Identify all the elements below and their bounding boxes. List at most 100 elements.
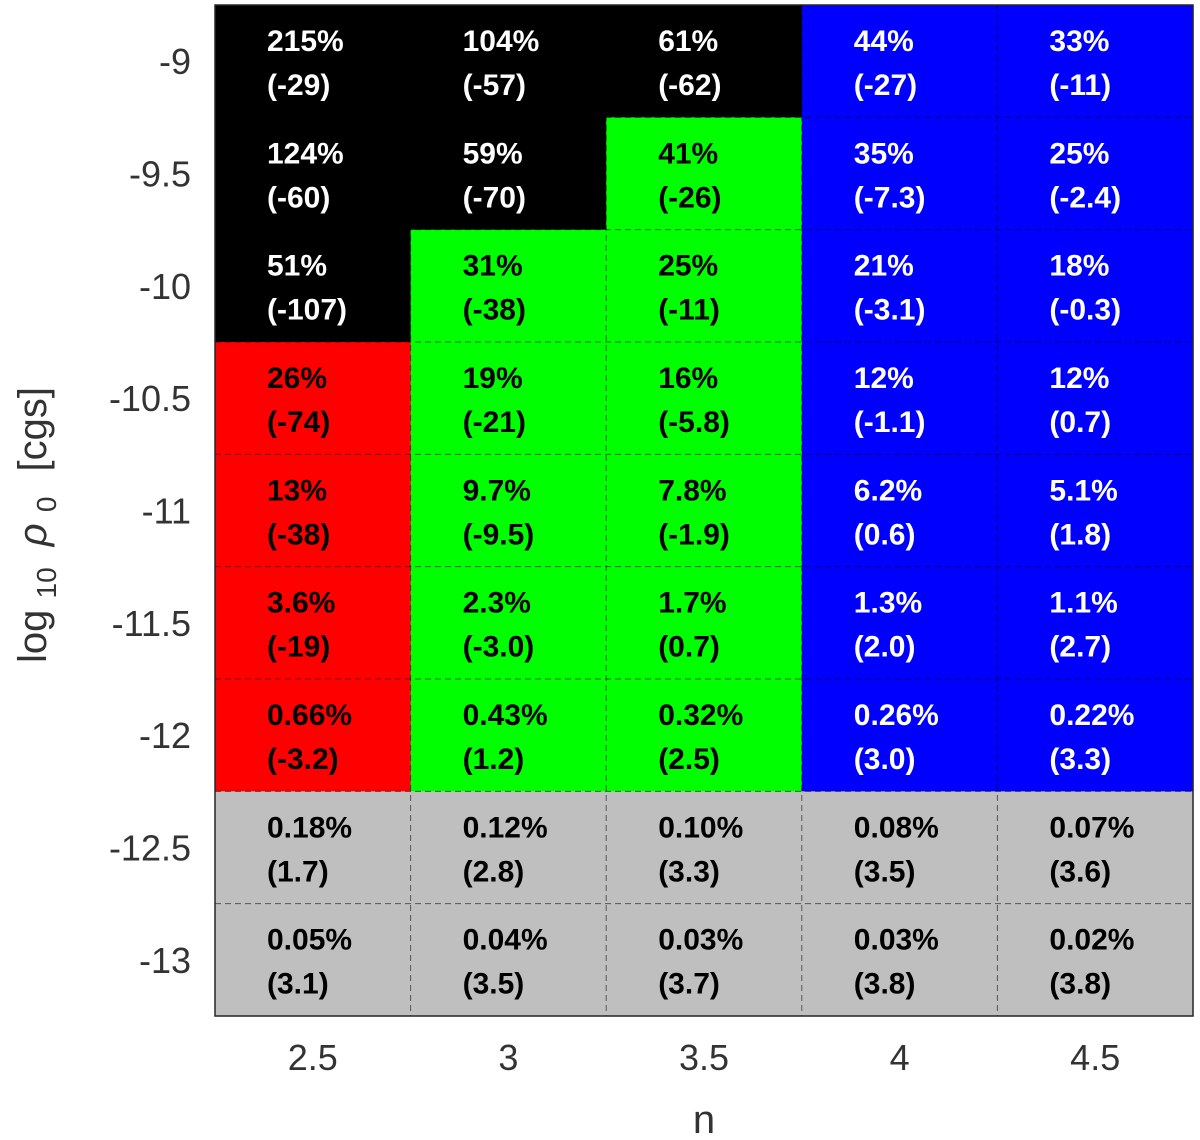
y-axis-label-unit: [cgs] bbox=[11, 387, 55, 471]
heatmap-cell bbox=[215, 903, 412, 1017]
cell-value-label: (3.1) bbox=[267, 968, 329, 1001]
plot-frame bbox=[214, 4, 1194, 1017]
cell-value-label: (1.8) bbox=[1049, 518, 1111, 551]
heatmap-cell bbox=[997, 342, 1194, 455]
cell-value-label: (2.0) bbox=[854, 631, 916, 664]
cell-value-label: (-1.1) bbox=[854, 406, 926, 439]
heatmap-cell bbox=[606, 566, 803, 680]
heatmap-cell bbox=[410, 566, 607, 680]
heatmap-cell bbox=[410, 342, 607, 455]
heatmap-cell bbox=[215, 229, 412, 343]
cell-percent-label: 0.18% bbox=[267, 811, 352, 844]
heatmap-cell bbox=[801, 342, 998, 455]
heatmap-cell bbox=[997, 566, 1194, 680]
heatmap-cell bbox=[997, 5, 1194, 118]
cell-value-label: (-29) bbox=[267, 69, 330, 102]
cell-percent-label: 0.12% bbox=[463, 811, 548, 844]
heatmap-cell bbox=[606, 342, 803, 455]
y-axis-label-sub: 10 bbox=[31, 567, 62, 598]
cell-percent-label: 25% bbox=[1049, 137, 1109, 170]
cell-value-label: (-3.2) bbox=[267, 743, 339, 776]
cell-value-label: (3.8) bbox=[1049, 968, 1111, 1001]
cell-percent-label: 59% bbox=[463, 137, 523, 170]
heatmap-cell bbox=[997, 679, 1194, 792]
y-tick-labels: -9 -9.5 -10 -10.5 -11 -11.5 -12 -12.5 -13 bbox=[109, 41, 191, 981]
y-axis-label-rho-sub: 0 bbox=[31, 497, 62, 513]
heatmap-cell bbox=[410, 791, 607, 905]
heatmap-cell bbox=[801, 5, 998, 118]
cell-value-label: (0.7) bbox=[1049, 406, 1111, 439]
cell-value-label: (1.2) bbox=[463, 743, 525, 776]
heatmap-cell bbox=[606, 454, 803, 568]
heatmap-cell bbox=[997, 791, 1194, 905]
y-tick-label: -10.5 bbox=[109, 378, 191, 419]
cell-percent-label: 31% bbox=[463, 250, 523, 283]
cell-value-label: (-19) bbox=[267, 631, 330, 664]
heatmap-cell bbox=[410, 903, 607, 1017]
heatmap-cell bbox=[801, 117, 998, 231]
cell-value-label: (-62) bbox=[658, 69, 721, 102]
cell-percent-label: 2.3% bbox=[463, 587, 531, 620]
y-tick-label: -13 bbox=[139, 940, 191, 981]
heatmap-cell bbox=[215, 679, 412, 792]
x-tick-label: 3.5 bbox=[679, 1037, 729, 1078]
heatmap-cell bbox=[606, 229, 803, 343]
heatmap-cell bbox=[215, 454, 412, 568]
cell-percent-label: 0.05% bbox=[267, 924, 352, 957]
cell-percent-label: 104% bbox=[463, 25, 540, 58]
x-tick-label: 4.5 bbox=[1070, 1037, 1120, 1078]
heatmap-cell bbox=[410, 117, 607, 231]
y-tick-label: -11.5 bbox=[112, 603, 191, 644]
cell-percent-label: 0.32% bbox=[658, 699, 743, 732]
cell-percent-label: 13% bbox=[267, 474, 327, 507]
cell-percent-label: 1.3% bbox=[854, 587, 922, 620]
heatmap-cell bbox=[410, 5, 607, 118]
heatmap-cell bbox=[606, 679, 803, 792]
cell-value-label: (3.5) bbox=[463, 968, 525, 1001]
cell-value-label: (0.7) bbox=[658, 631, 720, 664]
cell-percent-label: 61% bbox=[658, 25, 718, 58]
cell-value-label: (3.0) bbox=[854, 743, 916, 776]
cell-percent-label: 1.7% bbox=[658, 587, 726, 620]
heatmap-cell bbox=[801, 229, 998, 343]
heatmap-cell bbox=[410, 679, 607, 792]
cell-percent-label: 9.7% bbox=[463, 474, 531, 507]
cell-percent-label: 12% bbox=[1049, 362, 1109, 395]
cell-percent-label: 26% bbox=[267, 362, 327, 395]
y-tick-label: -9.5 bbox=[129, 154, 191, 195]
cell-percent-label: 0.02% bbox=[1049, 924, 1134, 957]
cell-percent-label: 41% bbox=[658, 137, 718, 170]
cell-value-label: (-70) bbox=[463, 181, 526, 214]
cell-percent-label: 0.03% bbox=[854, 924, 939, 957]
cell-percent-label: 44% bbox=[854, 25, 914, 58]
heatmap-cell bbox=[997, 903, 1194, 1017]
heatmap-cell bbox=[801, 791, 998, 905]
cell-value-label: (-74) bbox=[267, 406, 330, 439]
x-axis-label: n bbox=[693, 1098, 715, 1140]
heatmap-cell bbox=[997, 454, 1194, 568]
cell-value-label: (-5.8) bbox=[658, 406, 730, 439]
cell-value-label: (-38) bbox=[463, 294, 526, 327]
cell-percent-label: 0.10% bbox=[658, 811, 743, 844]
cell-percent-label: 35% bbox=[854, 137, 914, 170]
heatmap-cell bbox=[410, 229, 607, 343]
y-tick-label: -12 bbox=[139, 715, 191, 756]
cell-percent-label: 0.08% bbox=[854, 811, 939, 844]
heatmap-cell bbox=[801, 679, 998, 792]
cell-percent-label: 6.2% bbox=[854, 474, 922, 507]
cell-percent-label: 0.26% bbox=[854, 699, 939, 732]
cell-value-label: (3.3) bbox=[1049, 743, 1111, 776]
y-tick-label: -11 bbox=[142, 491, 191, 532]
heatmap-cell bbox=[215, 566, 412, 680]
cell-value-label: (2.8) bbox=[463, 855, 525, 888]
cell-percent-label: 1.1% bbox=[1049, 587, 1117, 620]
cell-percent-label: 0.22% bbox=[1049, 699, 1134, 732]
cell-value-label: (3.3) bbox=[658, 855, 720, 888]
y-tick-label: -10 bbox=[139, 266, 191, 307]
heatmap-cell-labels: 215% (-29) 104% (-57) 61% (-62) 44% (-27) 33% (-1… bbox=[267, 25, 1134, 1001]
cell-value-label: (-57) bbox=[463, 69, 526, 102]
heatmap-cell bbox=[410, 454, 607, 568]
cell-percent-label: 0.04% bbox=[463, 924, 548, 957]
heatmap-cell bbox=[606, 903, 803, 1017]
heatmap-cell bbox=[801, 566, 998, 680]
